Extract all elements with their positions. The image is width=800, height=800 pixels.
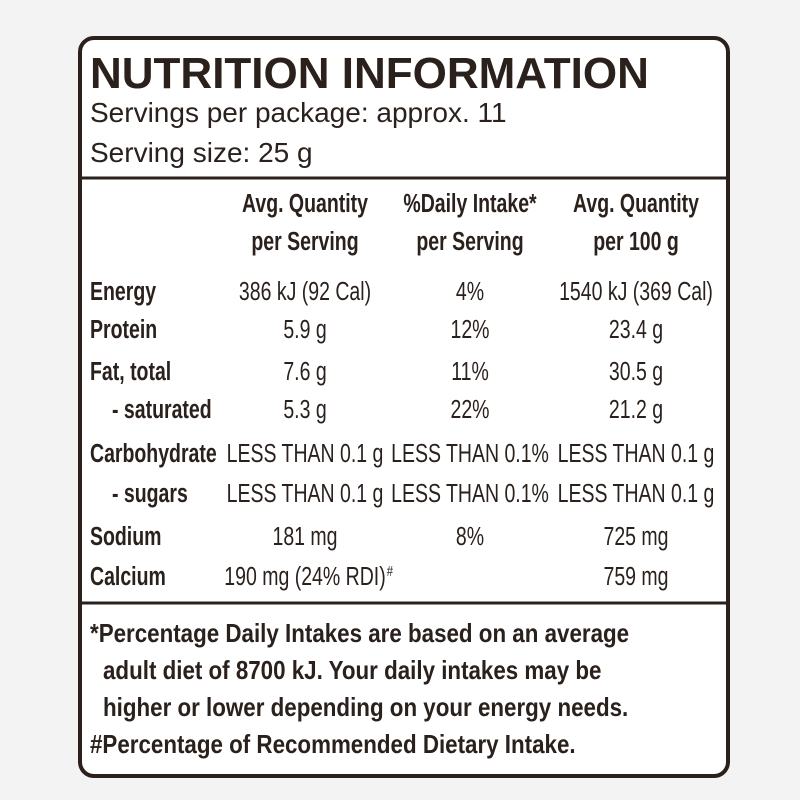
- column-header: per Serving: [416, 226, 523, 255]
- cell: LESS THAN 0.1 g: [558, 438, 715, 467]
- row-label: - saturated: [112, 394, 212, 423]
- column-header: Avg. Quantity: [242, 188, 368, 217]
- footnote: adult diet of 8700 kJ. Your daily intake…: [103, 656, 601, 685]
- cell: 8%: [456, 521, 484, 550]
- cell: LESS THAN 0.1%: [391, 438, 549, 467]
- cell: 181 mg: [272, 521, 337, 550]
- row-label: Fat, total: [90, 356, 171, 385]
- cell: 386 kJ (92 Cal): [239, 276, 371, 305]
- column-header: per 100 g: [593, 226, 679, 255]
- row-label: Calcium: [90, 561, 166, 590]
- footnote-marker: #: [387, 562, 394, 579]
- cell: 759 mg: [603, 561, 668, 590]
- serving-size: Serving size: 25 g: [90, 137, 313, 168]
- cell: 190 mg (24% RDI): [224, 561, 385, 590]
- row-label: Protein: [90, 314, 157, 343]
- column-header: %Daily Intake*: [403, 188, 536, 217]
- column-header: Avg. Quantity: [573, 188, 699, 217]
- cell: LESS THAN 0.1%: [391, 478, 549, 507]
- cell: 4%: [456, 276, 484, 305]
- cell: 23.4 g: [609, 314, 663, 343]
- row-label: Sodium: [90, 521, 161, 550]
- cell: 12%: [450, 314, 489, 343]
- cell: 5.9 g: [283, 314, 326, 343]
- cell: 22%: [450, 394, 489, 423]
- cell: 725 mg: [603, 521, 668, 550]
- servings: Servings per package: approx. 11: [90, 97, 507, 128]
- cell: LESS THAN 0.1 g: [227, 438, 384, 467]
- row-label: Carbohydrate: [90, 438, 217, 467]
- row-label: Energy: [90, 276, 156, 305]
- cell: LESS THAN 0.1 g: [558, 478, 715, 507]
- cell: 11%: [451, 356, 489, 385]
- footnote: *Percentage Daily Intakes are based on a…: [90, 619, 629, 648]
- cell: 21.2 g: [609, 394, 663, 423]
- footnote: higher or lower depending on your energy…: [103, 693, 628, 722]
- panel: [78, 36, 730, 778]
- cell: LESS THAN 0.1 g: [227, 478, 384, 507]
- title: NUTRITION INFORMATION: [90, 49, 649, 98]
- footnote: #Percentage of Recommended Dietary Intak…: [90, 730, 576, 759]
- column-header: per Serving: [251, 226, 358, 255]
- row-label: - sugars: [112, 478, 188, 507]
- cell: 5.3 g: [283, 394, 326, 423]
- cell: 1540 kJ (369 Cal): [559, 276, 713, 305]
- cell: 7.6 g: [283, 356, 326, 385]
- cell: 30.5 g: [609, 356, 663, 385]
